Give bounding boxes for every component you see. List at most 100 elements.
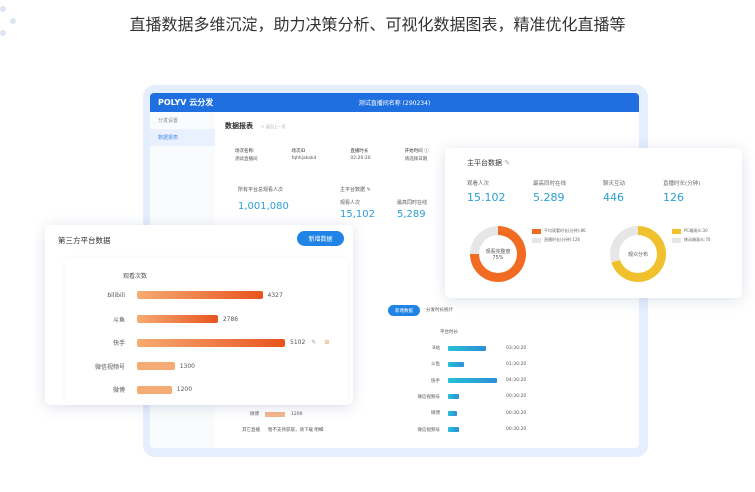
extra-row: 微博 1200 [250, 411, 302, 417]
card-title: 第三方平台数据 [58, 236, 111, 245]
duration-row: 微信视频号 00:30:20 [402, 427, 526, 433]
page-title: 数据报表 < 返回上一页 [225, 121, 286, 131]
duration-row: 微信视频号 00:30:20 [402, 394, 526, 400]
bar-label: 微博 [112, 387, 125, 394]
completion-donut: 观看完整度 75% [470, 226, 526, 282]
row-value: 00:30:20 [506, 410, 527, 416]
row-label: 其它直播 [242, 428, 260, 433]
stat-value: 5,289 [397, 209, 426, 220]
bar-row: 微博 1200 [65, 385, 192, 394]
duration-row: 斗鱼 01:30:20 [402, 361, 526, 368]
info-value: 测试直播间 [235, 157, 258, 162]
app-title: 测试直播间名称 (290234) [358, 100, 431, 107]
third-party-card: 第三方平台数据 新增数据 观看次数 bilibili 4327 斗鱼 2786 快手 51… [45, 225, 353, 405]
legend: PC端观众:30 移动端观众:70 [672, 228, 710, 246]
bar [137, 362, 175, 370]
back-link[interactable]: < 返回上一页 [261, 124, 286, 129]
bar-value: 5102 [290, 339, 306, 346]
legend-item: 直播时长(分钟):126 [532, 237, 586, 243]
bar-row: bilibili 4327 [65, 291, 283, 299]
edit-icon[interactable]: ✎ [504, 159, 511, 167]
bar-value: 1200 [176, 386, 193, 393]
row-label: 快手 [431, 378, 440, 384]
info-item: 开始时间 ⓘ 请选择日期 [405, 148, 429, 162]
headline: 直播数据多维沉淀，助力决策分析、可视化数据图表，精准优化直播等 [129, 15, 626, 34]
info-value: 02:20:20 [350, 156, 371, 161]
duration-row: 快手 04:30:20 [402, 378, 526, 384]
stat: 聊天互动 446 [603, 179, 625, 204]
bar-row: 微信视频号 1300 [65, 362, 195, 371]
bar [448, 394, 459, 400]
donut-percent: 75% [492, 254, 504, 261]
info-item: 场次ID fqhhjakakd [292, 148, 317, 162]
bar [137, 315, 218, 323]
row-label: 微博 [250, 412, 259, 417]
legend-item: 移动端观众:70 [672, 237, 710, 243]
duration-row: 微博 00:30:20 [402, 410, 526, 417]
legend-item: 平均观看时长(分钟):86 [532, 228, 586, 234]
card-title: 主平台数据 ✎ [467, 158, 510, 168]
bar-label: 微信视频号 [94, 363, 125, 371]
stat-value: 5.289 [533, 191, 565, 204]
extra-row: 其它直播 暂不支持获取，请下载 明细 [242, 427, 323, 433]
bar [448, 361, 465, 367]
legend: 平均观看时长(分钟):86 直播时长(分钟):126 [532, 228, 586, 246]
legend-text: 移动端观众:70 [684, 237, 711, 242]
info-key: 场次名称: [235, 149, 255, 154]
bar [137, 291, 263, 299]
tab-duration-stats[interactable]: 分发时长统计 [426, 308, 453, 313]
row-value: 暂不支持获取，请下载 明细 [268, 428, 324, 433]
row-label: 微博 [431, 411, 440, 417]
sidebar-item-reports[interactable]: 数据报表 [150, 129, 215, 146]
stat-value: 126 [663, 191, 684, 204]
chart-title: 平台时长 [440, 330, 458, 335]
info-item: 直播时长 02:20:20 [350, 148, 370, 162]
sidebar-item-settings[interactable]: 分发设置 [158, 118, 179, 124]
total-value: 1,001,080 [238, 201, 289, 212]
info-key: 直播时长 [350, 149, 369, 154]
info-item: 场次名称: 测试直播间 [235, 148, 258, 162]
row-label: 微信视频号 [417, 394, 441, 400]
tab-add-data[interactable]: 新增数据 [388, 305, 420, 316]
info-row: 场次名称: 测试直播间 场次ID fqhhjakakd 直播时长 02:20:20 开… [235, 148, 429, 162]
chart-title: 观看次数 [123, 273, 148, 280]
stat-label: 聊天互动 [603, 181, 626, 187]
donut-center: 观众分布 [619, 235, 657, 273]
info-value: fqhhjakakd [291, 156, 317, 161]
legend-item: PC端观众:30 [672, 228, 710, 234]
stat-value: 446 [603, 191, 624, 204]
row-value: 00:30:20 [506, 427, 527, 432]
row-label: B站 [432, 346, 440, 351]
stat: 观看人次 15.102 [467, 179, 506, 204]
info-key: 场次ID [291, 149, 306, 154]
save-icon[interactable]: ⊞ [324, 339, 330, 346]
bar [137, 385, 172, 394]
total-label: 所有平台总观看人次 [238, 187, 284, 193]
main-platform-card: 主平台数据 ✎ 观看人次 15.102 最高同时在线 5.289 聊天互动 446 直… [445, 148, 742, 298]
bar-label: 斗鱼 [112, 316, 125, 324]
views-chart: 观看次数 bilibili 4327 斗鱼 2786 快手 5102 ✎ ⊞ 微信视频号 1300… [65, 258, 348, 405]
logo: POLYV 云分发 [158, 98, 214, 107]
donut-center: 观看完整度 75% [479, 235, 517, 273]
row-value: 04:30:20 [506, 378, 527, 384]
bar-value: 1300 [179, 362, 195, 370]
row-value: 01:30:20 [506, 361, 527, 367]
edit-icon[interactable]: ✎ [311, 339, 317, 346]
bar [137, 338, 285, 347]
card-title-text: 主平台数据 [467, 159, 502, 167]
main-small-title: 主平台数据 [340, 187, 366, 193]
date-picker[interactable]: 请选择日期 [404, 157, 428, 162]
row-label: 微信视频号 [417, 427, 441, 433]
donut-label: 观看完整度 [485, 248, 511, 255]
bar [265, 411, 285, 417]
add-data-button[interactable]: 新增数据 [297, 231, 344, 246]
bar-value: 2786 [222, 315, 239, 323]
stat-value: 15,102 [340, 209, 375, 220]
legend-text: PC端观众:30 [684, 228, 708, 233]
row-label: 斗鱼 [431, 362, 440, 368]
bar [448, 427, 459, 432]
stat-label: 最高同时在线 [397, 200, 428, 206]
row-value: 00:30:20 [506, 394, 527, 400]
stat-label: 观看人次 [467, 181, 490, 187]
app-header: POLYV 云分发 测试直播间名称 (290234) [150, 93, 639, 112]
